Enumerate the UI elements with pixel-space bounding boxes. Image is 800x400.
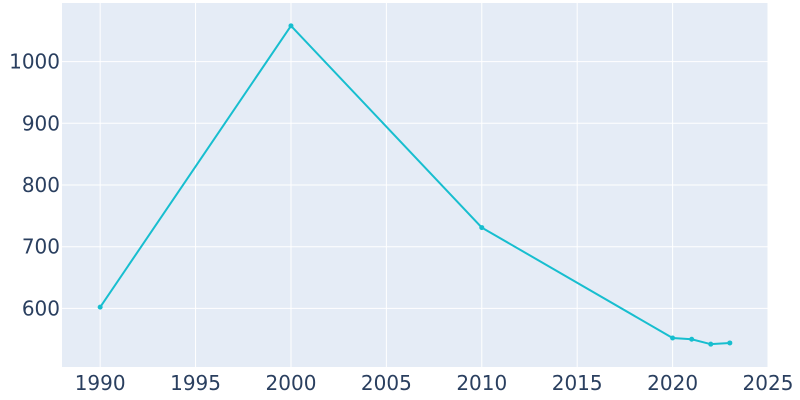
y-tick-label: 900: [22, 111, 60, 135]
y-tick-label: 700: [22, 235, 60, 259]
x-tick-label: 2025: [743, 371, 794, 395]
data-point: [97, 304, 103, 310]
x-tick-label: 2005: [361, 371, 412, 395]
x-tick-label: 1995: [170, 371, 221, 395]
x-tick-label: 1990: [75, 371, 126, 395]
x-tick-label: 2000: [266, 371, 317, 395]
data-point: [689, 336, 695, 342]
data-point: [479, 225, 485, 231]
x-tick-label: 2020: [647, 371, 698, 395]
data-point: [727, 340, 733, 346]
x-axis: 1990 1995 2000 2005 2010 2015 2020 2025: [75, 371, 794, 395]
series-group: [97, 23, 733, 347]
data-point: [288, 23, 294, 29]
y-gridlines: [62, 61, 768, 309]
x-tick-label: 2015: [552, 371, 603, 395]
x-tick-label: 2010: [456, 371, 507, 395]
y-tick-label: 1000: [9, 50, 60, 74]
data-point: [708, 341, 714, 347]
data-point: [670, 335, 676, 341]
y-tick-label: 600: [22, 296, 60, 320]
y-tick-label: 800: [22, 173, 60, 197]
y-axis: 600 700 800 900 1000: [9, 50, 60, 321]
